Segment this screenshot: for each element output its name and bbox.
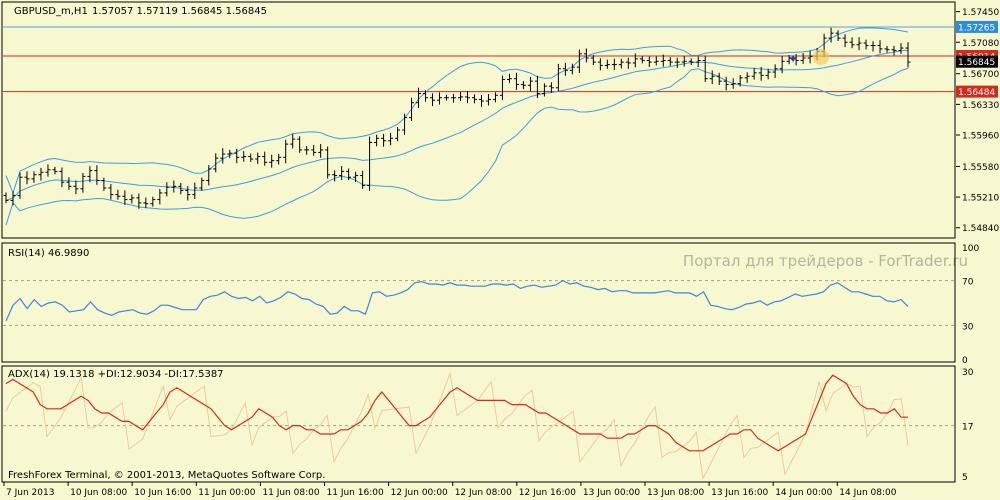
level-label: 1.57265 — [958, 23, 995, 33]
adx-tick-label: 5 — [962, 473, 968, 483]
time-tick-label: 13 Jun 08:00 — [647, 488, 704, 498]
level-label-bg — [956, 85, 998, 98]
bollinger-bands — [5, 27, 909, 226]
trade-marker-star-icon: ✦ — [788, 52, 798, 66]
time-tick-label: 11 Jun 16:00 — [327, 488, 384, 498]
rsi-levels — [3, 280, 955, 326]
copyright-text: FreshForex Terminal, © 2001-2013, MetaQu… — [8, 470, 325, 481]
rsi-tick-label: 70 — [962, 278, 974, 288]
rsi-tick-label: 30 — [962, 322, 974, 332]
time-tick-label: 10 Jun 08:00 — [70, 488, 127, 498]
price-scale: 1.57450 1.57080 1.56700 1.56330 1.55960 1.555… — [956, 8, 999, 234]
level-label-bg — [956, 20, 998, 33]
rsi-tick-label: 0 — [962, 356, 968, 366]
adx-line — [5, 374, 908, 452]
adx-tick-label: 30 — [962, 368, 974, 378]
current-price-bg — [956, 55, 998, 68]
adx-panel-frame — [1, 365, 956, 483]
price-tick-label: 1.57450 — [962, 8, 999, 18]
price-tick-label: 1.54840 — [962, 224, 999, 234]
price-bars — [3, 27, 911, 209]
price-ohlc-header: 1.57057 1.57119 1.56845 1.56845 — [92, 6, 267, 17]
adx-panel: ADX(14) 19.1318 +DI:12.9034 -DI:17.5387 … — [1, 365, 974, 483]
time-tick-label: 11 Jun 00:00 — [198, 488, 255, 498]
time-tick-label: 14 Jun 08:00 — [839, 488, 896, 498]
time-tick-label: 12 Jun 00:00 — [391, 488, 448, 498]
price-tick-label: 1.57080 — [962, 39, 999, 49]
price-tick-label: 1.55210 — [962, 194, 999, 204]
time-tick-label: 11 Jun 08:00 — [262, 488, 319, 498]
bollinger-middle — [5, 49, 909, 201]
rsi-line — [5, 279, 909, 322]
price-tick-label: 1.56700 — [962, 70, 999, 80]
adx-title: ADX(14) 19.1318 +DI:12.9034 -DI:17.5387 — [8, 369, 224, 380]
bollinger-upper — [5, 27, 909, 195]
price-title: GBPUSD_m,H1 — [14, 6, 88, 17]
time-axis: 7 Jun 2013 10 Jun 08:00 10 Jun 16:00 11 Jun… — [3, 482, 897, 498]
adx-scale: 30 17 5 — [962, 368, 974, 483]
time-tick-label: 13 Jun 00:00 — [583, 488, 640, 498]
trade-marker-circle[interactable] — [813, 49, 829, 65]
rsi-panel-frame — [1, 242, 956, 363]
rsi-panel: RSI(14) 46.9890 100 70 30 0 — [1, 242, 979, 366]
adx-tick-label: 17 — [962, 423, 973, 433]
price-panel-frame — [1, 1, 956, 239]
price-tick-label: 1.55580 — [962, 163, 999, 173]
time-tick-label: 13 Jun 16:00 — [711, 488, 768, 498]
time-tick-label: 12 Jun 16:00 — [519, 488, 576, 498]
watermark: Портал для трейдеров - ForTrader.ru — [683, 252, 968, 270]
level-label: 1.56484 — [958, 88, 995, 98]
rsi-scale: 100 70 30 0 — [962, 244, 979, 366]
time-tick-label: 10 Jun 16:00 — [134, 488, 191, 498]
bollinger-lower — [5, 67, 909, 226]
time-tick-label: 14 Jun 00:00 — [775, 488, 832, 498]
time-tick-label: 7 Jun 2013 — [6, 488, 54, 498]
price-tick-label: 1.55960 — [962, 131, 999, 141]
time-tick-label: 12 Jun 08:00 — [455, 488, 512, 498]
current-price-label: 1.56845 — [958, 58, 995, 68]
price-tick-label: 1.56330 — [962, 101, 999, 111]
rsi-title: RSI(14) 46.9890 — [8, 248, 89, 259]
adx-di-line — [5, 371, 909, 481]
price-panel: GBPUSD_m,H1 1.57057 1.57119 1.56845 1.56… — [1, 1, 999, 270]
trade-marker[interactable]: ✦ — [788, 49, 829, 66]
rsi-tick-label: 100 — [962, 244, 979, 254]
